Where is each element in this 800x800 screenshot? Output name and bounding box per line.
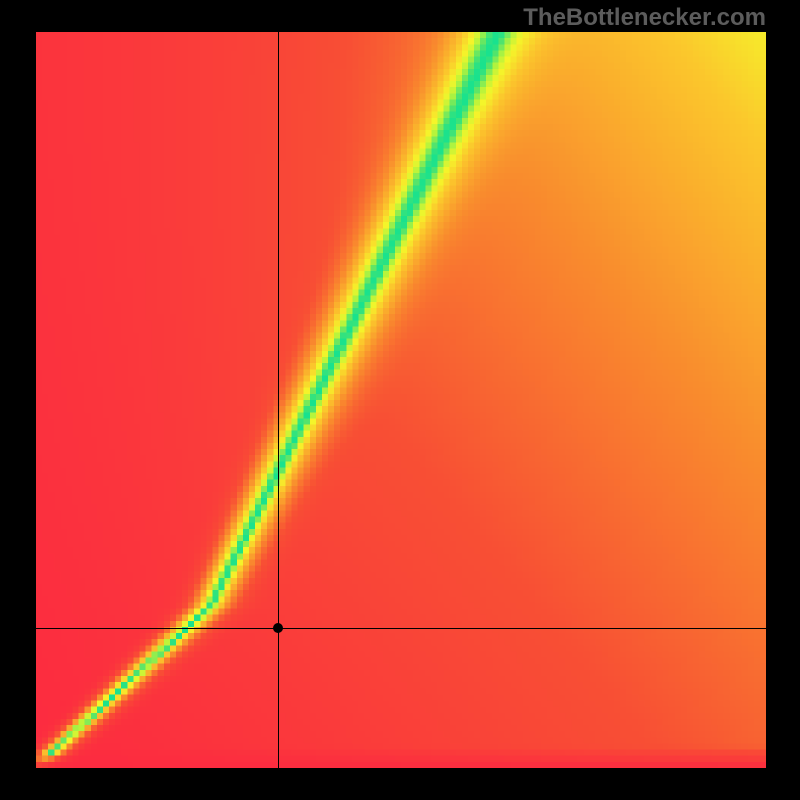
bottleneck-heatmap: [36, 32, 766, 768]
crosshair-horizontal: [36, 628, 766, 629]
crosshair-vertical: [278, 32, 279, 768]
watermark-text: TheBottlenecker.com: [523, 4, 766, 32]
